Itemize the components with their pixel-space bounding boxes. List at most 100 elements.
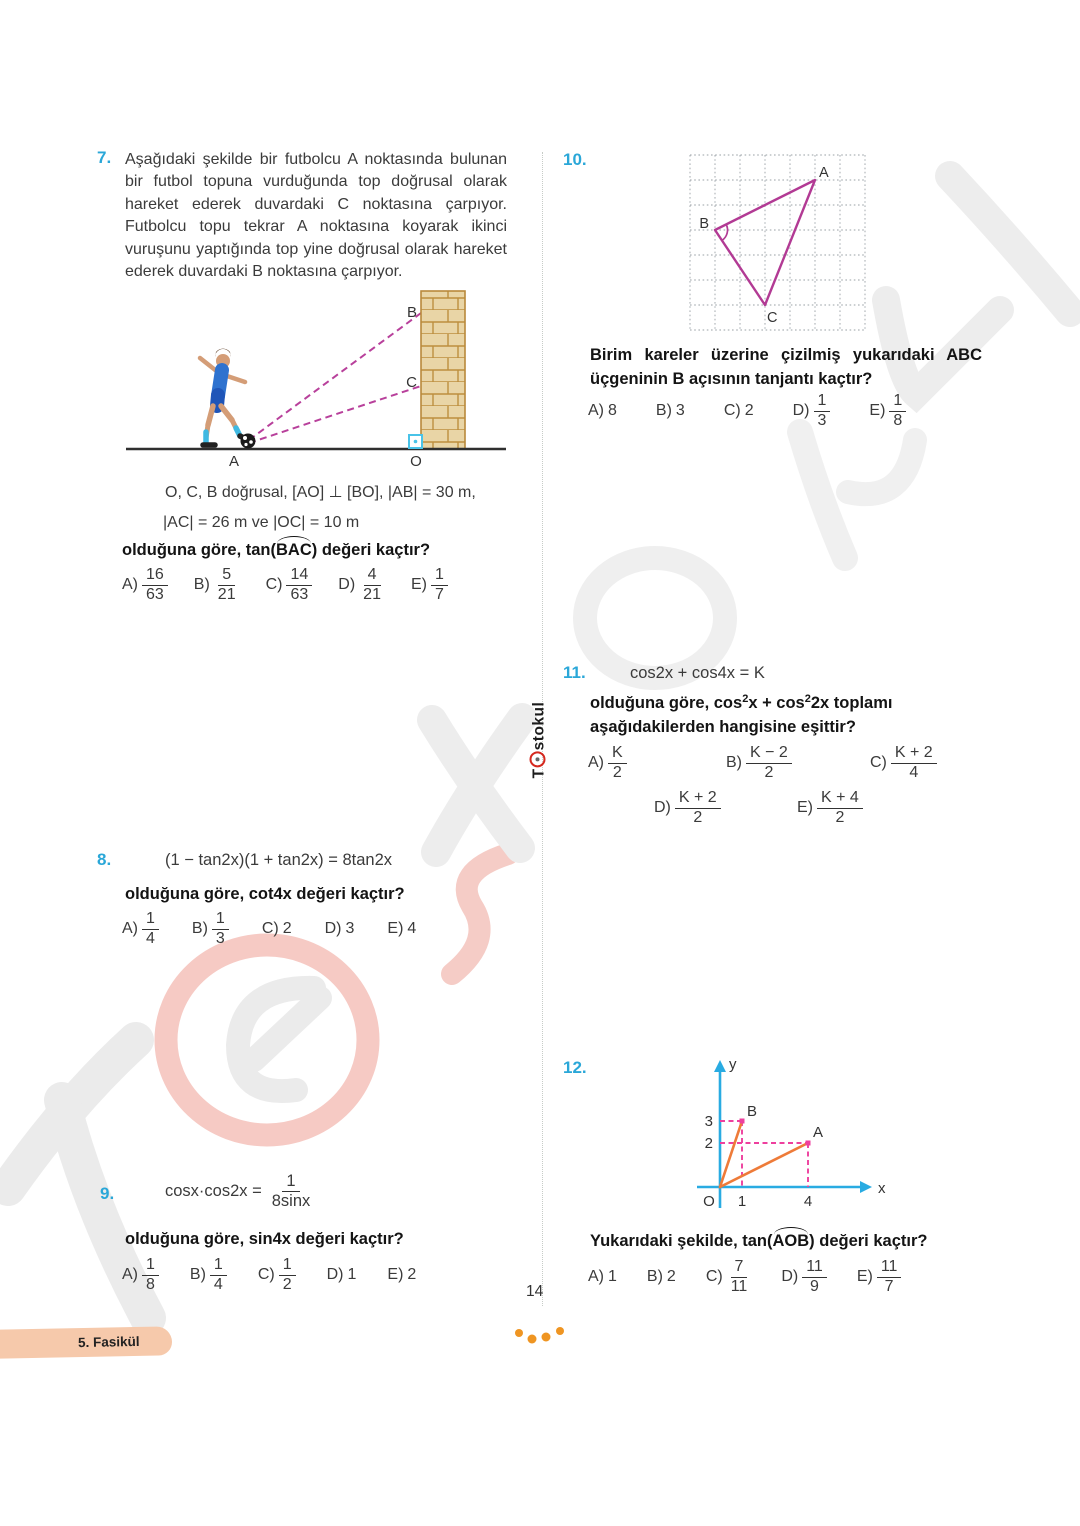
fasikul-label: 5. Fasikül	[77, 1333, 140, 1351]
q10-question: Birim kareler üzerine çizilmiş yukarıdak…	[590, 346, 982, 388]
q9-options: A) 1 8 B) 1 4 C) 1 2 D) 1 E) 2	[122, 1256, 416, 1295]
q12-tick-4: 4	[804, 1193, 812, 1210]
q7-given-2: |AC| = 26 m ve |OC| = 10 m	[163, 514, 360, 531]
q7-shot-lines	[248, 312, 422, 444]
triangle-abc	[713, 178, 817, 307]
logo-e-icon	[529, 751, 546, 768]
q12-angle-hat: AOB	[772, 1227, 810, 1250]
q12-question: Yukarıdaki şekilde, tan(AOB) değeri kaçt…	[590, 1227, 928, 1250]
q7-angle-hat: BAC	[276, 536, 312, 559]
q8-option-c: C) 2	[261, 920, 292, 938]
q12-option-a: A) 1	[588, 1268, 617, 1286]
q12-figure: y x O 1 4 3 2 B A	[697, 1056, 886, 1210]
q7-label-b: B	[407, 304, 417, 321]
q7-option-e: E) 1 7	[411, 566, 448, 605]
q12-label-o: O	[703, 1193, 715, 1210]
q10-option-a: A) 8	[588, 402, 617, 420]
q10-option-c: C) 2	[723, 402, 754, 420]
q12-tick-3: 3	[705, 1113, 713, 1130]
y-arrow-icon	[714, 1060, 726, 1072]
football-icon	[240, 433, 256, 449]
q10-option-d: D) 1 3	[793, 392, 831, 431]
q8-options: A) 1 4 B) 1 3 C) 2 D) 3 E) 4	[122, 910, 416, 949]
q7-given-1: O, C, B doğrusal, [AO] ⊥ [BO], |AB| = 30…	[165, 484, 476, 501]
q9-option-e: E) 2	[387, 1266, 417, 1284]
q12-label-x: x	[878, 1180, 886, 1197]
q8-option-d: D) 3	[324, 920, 355, 938]
q12-label-b: B	[747, 1103, 757, 1120]
q10-figure: A B C	[689, 154, 866, 331]
dashed-guides	[720, 1120, 809, 1187]
q12-tick-2: 2	[705, 1135, 713, 1152]
q11-equation: cos2x + cos4x = K	[630, 664, 765, 682]
q11-option-a: A) K 2	[588, 744, 627, 783]
q11-number: 11.	[563, 663, 586, 682]
q12-label-a: A	[813, 1124, 823, 1141]
q8-equation: (1 − tan2x)(1 + tan2x) = 8tan2x	[165, 851, 393, 869]
q10-number: 10.	[563, 150, 587, 169]
q9-equation: cosx·cos2x = 1 8sinx	[165, 1172, 311, 1211]
q9-option-d: D) 1	[326, 1266, 357, 1284]
q7-figure: B C A O	[126, 290, 506, 470]
logo-t: T	[530, 768, 548, 779]
q8-option-e: E) 4	[387, 920, 417, 938]
q9-option-a: A) 1 8	[122, 1256, 159, 1295]
q7-option-c: C) 14 63	[266, 566, 313, 605]
q10-option-b: B) 3	[655, 402, 685, 420]
q9-question: olduğuna göre, sin4x değeri kaçtır?	[125, 1230, 404, 1248]
testokul-logo: Tstokul	[517, 681, 561, 799]
q7-text: Aşağıdaki şekilde bir futbolcu A noktası…	[125, 151, 507, 281]
q10-options: A) 8 B) 3 C) 2 D) 1 3 E) 1 8	[588, 392, 907, 431]
q12-label-y: y	[729, 1056, 737, 1073]
q7-label-c: C	[406, 374, 417, 391]
q10-label-c: C	[767, 310, 777, 326]
q8-number: 8.	[97, 850, 112, 869]
page-number: 14	[526, 1283, 544, 1300]
q12-option-c: C) 7 11	[705, 1258, 748, 1295]
q7-option-d: D) 4 21	[338, 566, 381, 603]
q7-option-a: A) 16 63	[122, 566, 168, 605]
q12-options: A) 1 B) 2 C) 7 11 D) 11 9 E) 11 7	[588, 1258, 902, 1297]
logo-rest: stokul	[530, 701, 548, 751]
q12-option-d: D) 11 9	[781, 1258, 827, 1297]
q10-label-b: B	[699, 216, 709, 232]
angle-b-arc	[721, 224, 729, 242]
right-angle-icon	[408, 434, 423, 449]
wall	[420, 290, 466, 450]
q8-option-a: A) 1 4	[122, 910, 159, 949]
column-divider	[542, 152, 543, 1306]
point-a	[805, 1140, 811, 1146]
q12-option-b: B) 2	[646, 1268, 676, 1286]
q10-option-e: E) 1 8	[869, 392, 907, 431]
fasikul-badge: 5. Fasikül	[0, 1326, 173, 1359]
q12-tick-1: 1	[738, 1193, 746, 1210]
q7-label-a: A	[229, 453, 239, 470]
q9-option-c: C) 1 2	[258, 1256, 296, 1295]
footballer-figure	[197, 348, 251, 448]
point-b	[739, 1118, 745, 1124]
q7-options: A) 16 63 B) 5 21 C) 14 63 D) 4 21 E) 1 7	[122, 566, 448, 605]
q7-label-o: O	[410, 453, 422, 470]
q7-question: olduğuna göre, tan(BAC) değeri kaçtır?	[122, 536, 431, 559]
rays-ob-oa	[718, 1119, 810, 1189]
q10-label-a: A	[819, 165, 829, 181]
q11-question-line2: aşağıdakilerden hangisine eşittir?	[590, 718, 856, 736]
q9-option-b: B) 1 4	[190, 1256, 227, 1295]
q8-question: olduğuna göre, cot4x değeri kaçtır?	[125, 885, 405, 903]
x-arrow-icon	[860, 1181, 872, 1193]
q9-number: 9.	[100, 1184, 115, 1203]
q7-number: 7.	[97, 148, 112, 167]
q8-option-b: B) 1 3	[192, 910, 229, 949]
q11-question-line1: olduğuna göre, cos2x + cos22x toplamı	[590, 693, 893, 712]
page-number-dots-icon	[515, 1327, 564, 1344]
q7-option-b: B) 5 21	[193, 566, 236, 603]
q12-number: 12.	[563, 1058, 587, 1077]
q12-option-e: E) 11 7	[857, 1258, 902, 1297]
